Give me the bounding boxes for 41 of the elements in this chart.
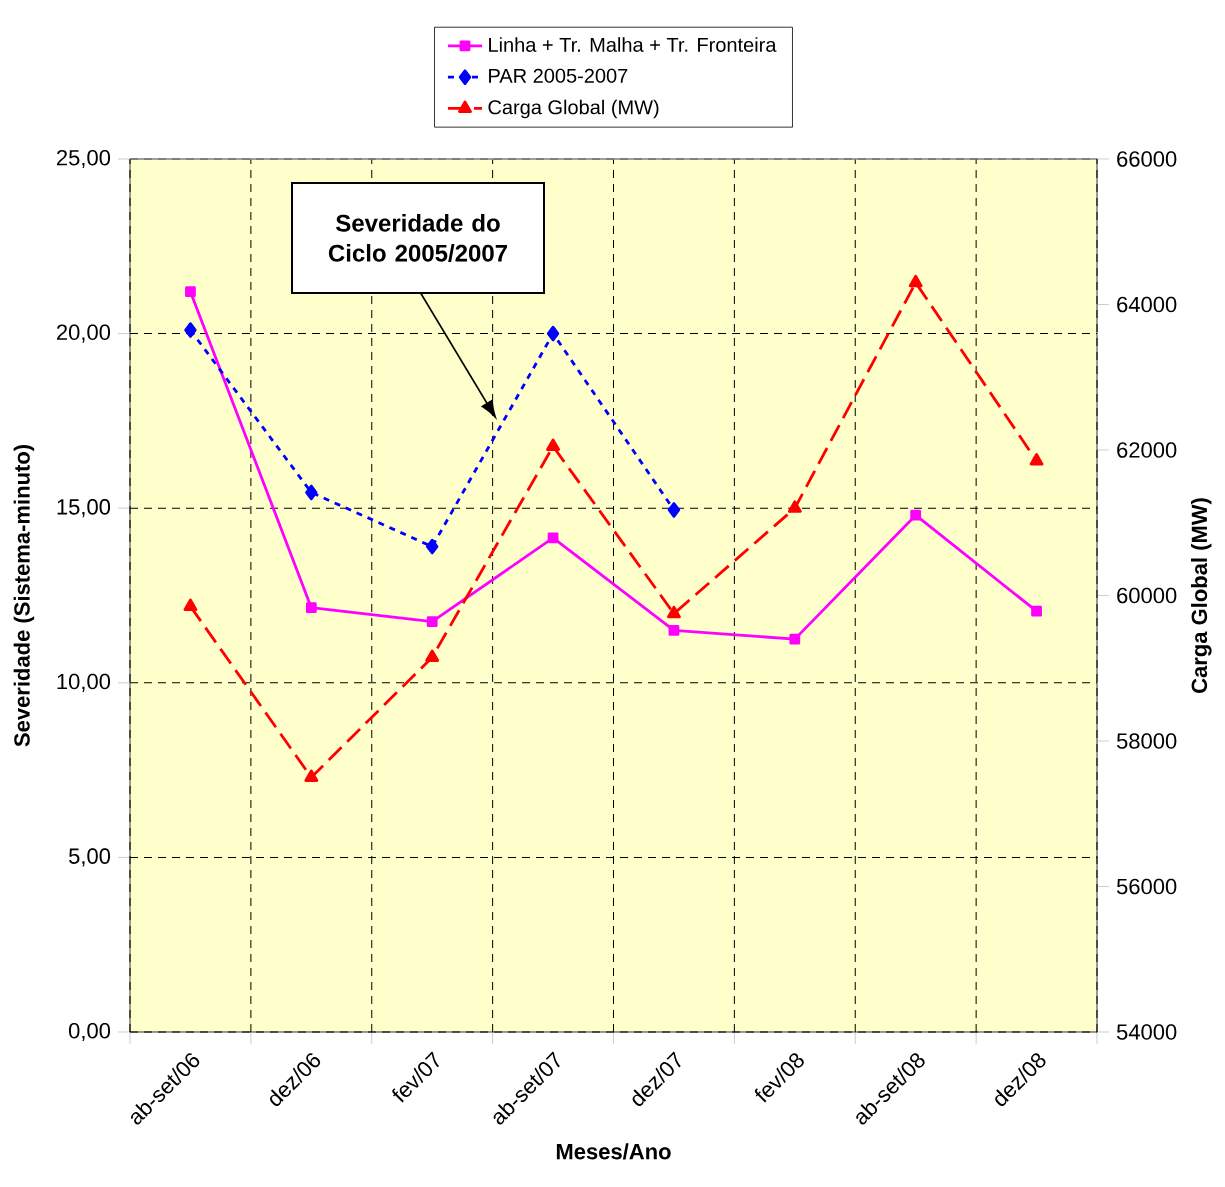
y2-tick-label: 64000 bbox=[1117, 296, 1177, 313]
point bbox=[184, 322, 197, 338]
point bbox=[425, 649, 440, 662]
x-axis-title: Meses/Ano bbox=[556, 1143, 671, 1160]
point bbox=[304, 769, 319, 782]
point bbox=[787, 500, 802, 513]
point bbox=[546, 438, 561, 451]
point bbox=[667, 502, 681, 518]
point bbox=[305, 484, 318, 501]
point bbox=[426, 616, 438, 628]
point bbox=[910, 509, 922, 521]
point bbox=[1029, 453, 1044, 466]
point bbox=[305, 602, 317, 614]
y2-tick-label: 56000 bbox=[1116, 878, 1177, 895]
y2-tick-label: 54000 bbox=[1116, 1024, 1177, 1040]
y2-tick-label: 60000 bbox=[1117, 587, 1177, 604]
y-tick-label: 20,00 bbox=[56, 324, 111, 343]
y-tick-label: 25,00 bbox=[56, 149, 111, 169]
y2-axis-title: Carga Global (MW) bbox=[1190, 498, 1212, 693]
point bbox=[667, 605, 681, 619]
point bbox=[789, 633, 801, 645]
y-tick-label: 15,00 bbox=[57, 499, 111, 518]
point bbox=[1031, 605, 1042, 617]
y-tick-label: 0,00 bbox=[68, 1022, 111, 1042]
point bbox=[185, 286, 196, 298]
legend-label: PAR 2005-2007 bbox=[489, 68, 628, 83]
legend-label: Carga Global (MW) bbox=[488, 99, 659, 119]
point bbox=[547, 532, 559, 544]
legend-label: Linha + Tr. Malha + Tr. Fronteira bbox=[489, 37, 777, 52]
y-axis-title: Severidade (Sistema-minuto) bbox=[13, 445, 35, 747]
y2-tick-label: 66000 bbox=[1117, 151, 1177, 167]
point bbox=[668, 625, 680, 636]
point bbox=[425, 538, 439, 555]
y2-tick-label: 62000 bbox=[1117, 442, 1177, 458]
point bbox=[908, 274, 923, 288]
y-tick-label: 10,00 bbox=[57, 673, 111, 692]
y-tick-label: 5,00 bbox=[69, 848, 111, 867]
annotation: Severidade do Ciclo 2005/2007 bbox=[328, 214, 507, 262]
point bbox=[546, 325, 560, 342]
y2-tick-label: 58000 bbox=[1116, 733, 1177, 749]
point bbox=[183, 598, 198, 611]
